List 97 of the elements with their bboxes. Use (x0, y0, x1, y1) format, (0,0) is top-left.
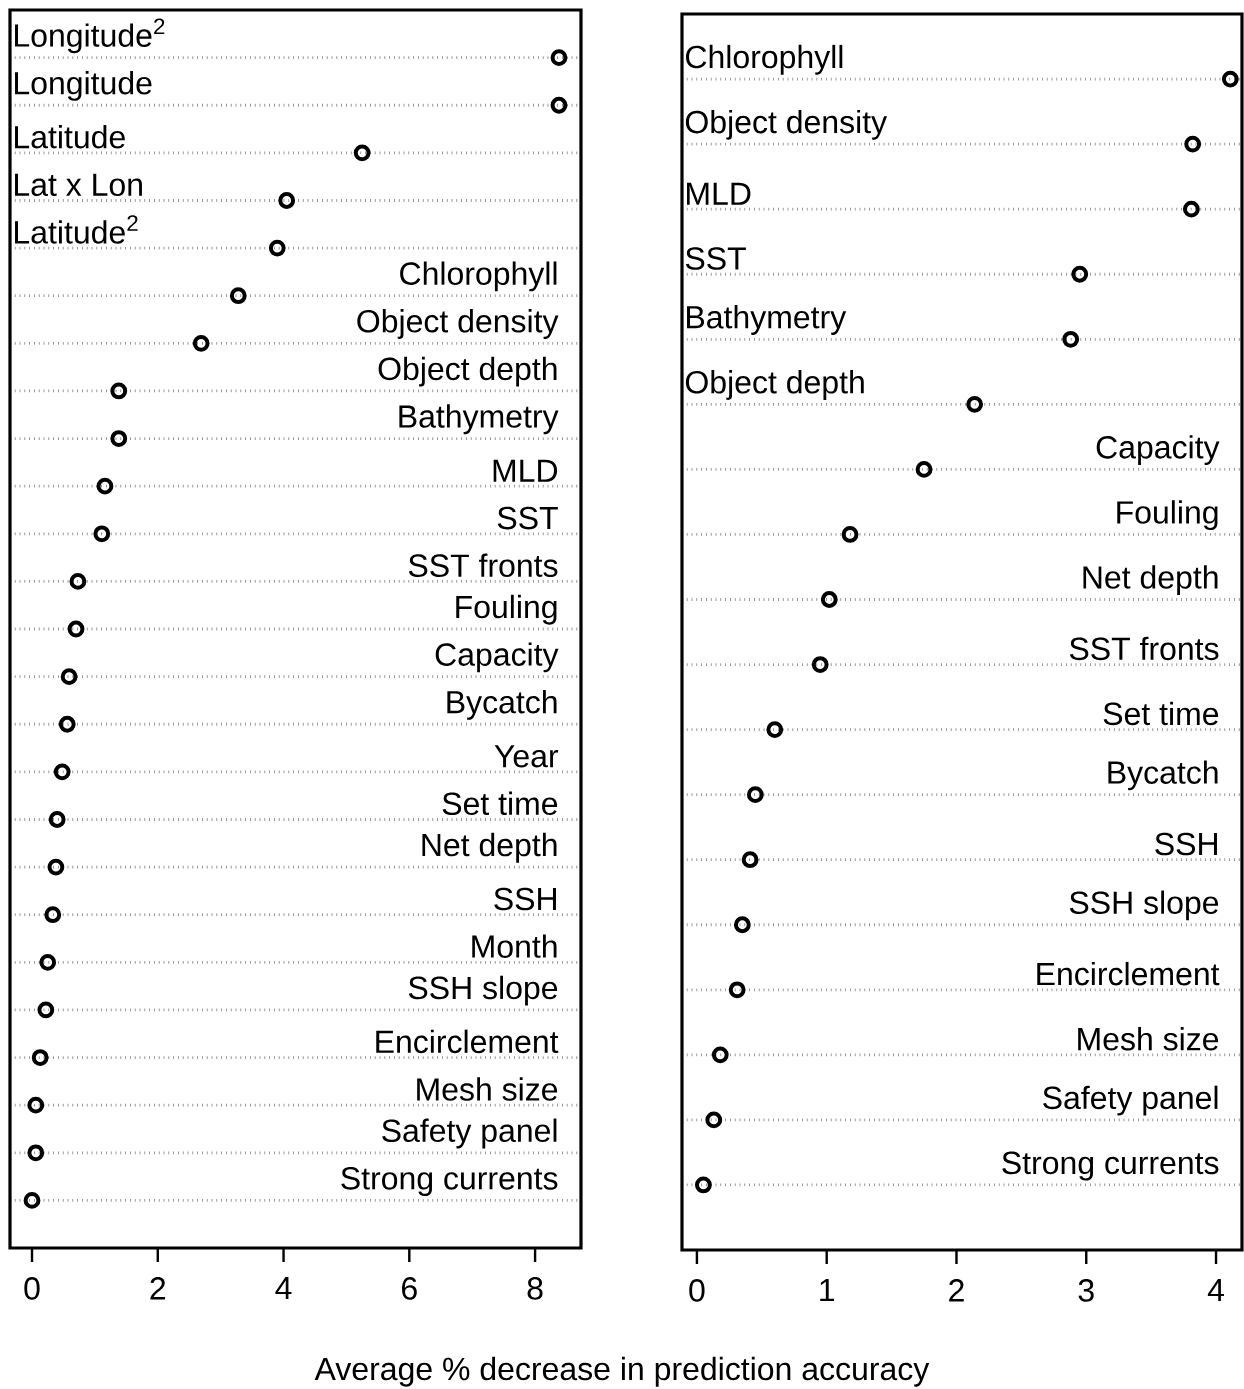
category-label: Object density (357, 309, 559, 339)
category-label: SST (685, 247, 746, 270)
category-label: Encirclement (1037, 961, 1220, 986)
point (353, 144, 371, 162)
category-label: Object depth (378, 356, 557, 387)
category-label: Bycatch (447, 690, 557, 720)
category-label: SST (497, 506, 558, 530)
x-tick-label: 6 (402, 1277, 417, 1300)
category-label: Object depth (685, 370, 864, 400)
point (67, 620, 85, 638)
category-label: Encirclement (376, 1029, 559, 1054)
category-label: MLD (493, 459, 558, 482)
x-tick-label: 3 (1078, 1279, 1094, 1302)
x-tick-label: 2 (949, 1279, 964, 1302)
point (27, 1096, 45, 1114)
category-label: Month (472, 934, 557, 958)
category-label: Chlorophyll (686, 44, 843, 75)
category-label: Net depth (1083, 565, 1218, 596)
category-label: Safety panel (382, 1118, 557, 1149)
category-label: Bycatch (1108, 760, 1218, 791)
point (820, 591, 838, 608)
point (915, 460, 933, 478)
point (27, 1144, 45, 1162)
point (53, 763, 71, 781)
point (966, 395, 984, 413)
point (96, 477, 114, 495)
x-tick-label: 4 (275, 1277, 292, 1300)
category-label: Chlorophyll (400, 261, 557, 292)
category-label: SSH slope (1069, 890, 1219, 921)
category-label: Fouling (456, 594, 557, 625)
category-label: Capacity (435, 642, 559, 673)
point (58, 715, 76, 733)
category-label: SSH (494, 887, 556, 911)
category-label: SST fronts (408, 553, 558, 577)
point (711, 1046, 729, 1064)
point (550, 49, 568, 67)
category-label: Latitude$^{2}$ (15, 215, 138, 244)
category-label: SSH (1155, 832, 1217, 856)
point (766, 721, 784, 738)
point (69, 573, 87, 590)
x-tick-label: 0 (689, 1279, 705, 1302)
category-label: Bathymetry (399, 404, 559, 435)
point (229, 287, 247, 305)
point (841, 526, 859, 543)
category-label: SST fronts (1069, 636, 1219, 661)
category-label: Object density (685, 109, 888, 140)
point (39, 953, 57, 971)
point (1184, 135, 1202, 153)
point (23, 1191, 41, 1209)
point (48, 811, 66, 828)
category-label: Strong currents (341, 1167, 558, 1197)
point (110, 382, 128, 400)
category-label: Capacity (1096, 435, 1220, 465)
point (192, 334, 210, 352)
point (37, 1001, 55, 1019)
category-label: Mesh size (1078, 1026, 1219, 1051)
category-label: Safety panel (1043, 1085, 1218, 1116)
point (31, 1049, 49, 1066)
point (733, 916, 751, 934)
x-tick-label: 0 (24, 1277, 40, 1300)
x-tick-label: 1 (820, 1279, 835, 1302)
category-label: Set time (442, 791, 558, 816)
category-label: Fouling (1117, 500, 1218, 531)
point (93, 525, 111, 543)
point (1182, 200, 1200, 218)
x-tick-label: 8 (527, 1277, 543, 1300)
category-label: MLD (687, 182, 751, 205)
category-label: Longitude (15, 71, 152, 101)
point (705, 1111, 723, 1129)
point (1221, 70, 1239, 88)
category-label: Bathymetry (687, 305, 847, 335)
point (110, 430, 128, 447)
category-label: Strong currents (1002, 1151, 1219, 1181)
point (1071, 265, 1089, 283)
x-tick-label: 2 (150, 1277, 166, 1300)
category-label: SSH slope (408, 975, 558, 1006)
point (811, 656, 829, 673)
point (1062, 330, 1080, 348)
category-label: Mesh size (417, 1077, 558, 1101)
point (746, 786, 764, 804)
category-label: Latitude (15, 124, 125, 149)
point (550, 96, 568, 114)
point (278, 192, 296, 209)
point (47, 858, 65, 876)
x-axis-title: Average % decrease in prediction accuracy (314, 1356, 930, 1387)
point (60, 668, 78, 686)
category-label: Lat x Lon (15, 173, 142, 197)
category-label: Set time (1103, 701, 1219, 726)
x-tick-label: 4 (1207, 1279, 1224, 1302)
point (741, 851, 759, 869)
category-label: Net depth (422, 832, 557, 863)
point (268, 239, 286, 257)
point (44, 906, 62, 924)
category-label: Year (494, 745, 559, 768)
point (695, 1176, 712, 1194)
category-label: Longitude$^{2}$ (15, 18, 165, 54)
point (728, 981, 746, 999)
